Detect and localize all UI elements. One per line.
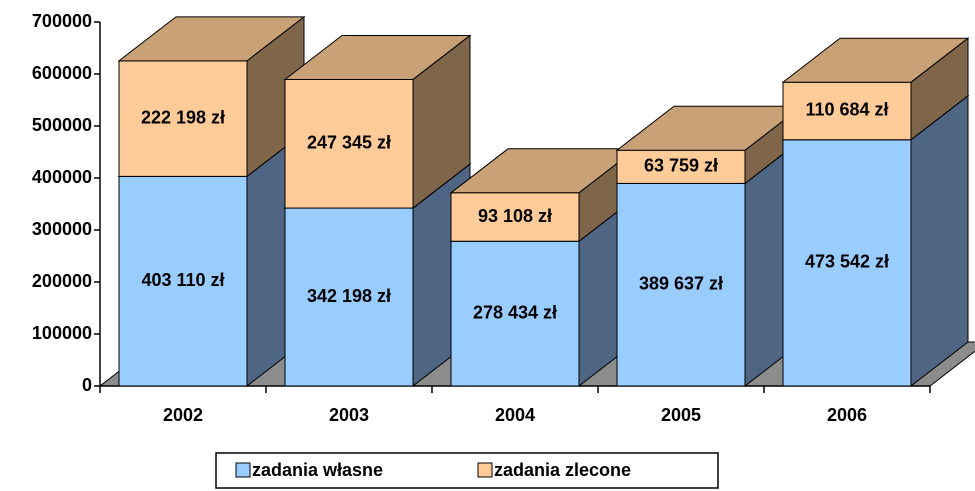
bar [616, 182, 746, 387]
bar-top [117, 16, 306, 62]
bar [782, 81, 912, 141]
y-tick-label: 500000 [32, 115, 92, 135]
bar-top [283, 34, 472, 80]
data-label: 342 198 zł [307, 286, 391, 306]
bar [284, 207, 414, 387]
x-tick-label: 2003 [329, 405, 369, 425]
y-tick-label: 300000 [32, 219, 92, 239]
legend-swatch [235, 462, 251, 478]
data-label: 110 684 zł [805, 100, 888, 120]
data-label: 473 542 zł [805, 252, 889, 272]
data-label: 63 759 zł [644, 156, 718, 176]
bar [118, 175, 248, 387]
x-tick-label: 2002 [163, 405, 203, 425]
legend-label: zadania własne [252, 460, 383, 480]
x-tick-label: 2006 [827, 405, 867, 425]
y-tick-label: 100000 [32, 323, 92, 343]
y-tick-label: 600000 [32, 63, 92, 83]
bar [284, 78, 414, 209]
bar [782, 139, 912, 387]
legend: zadania własne zadania zlecone [215, 452, 719, 489]
bar [450, 240, 580, 387]
x-tick-label: 2004 [495, 405, 535, 425]
data-label: 222 198 zł [141, 107, 225, 127]
data-label: 278 434 zł [473, 302, 557, 322]
data-label: 403 110 zł [141, 270, 224, 290]
y-tick-label: 200000 [32, 271, 92, 291]
x-tick-label: 2005 [661, 405, 701, 425]
bar-side [910, 94, 969, 388]
y-tick-label: 0 [82, 375, 92, 395]
y-tick-label: 400000 [32, 167, 92, 187]
legend-swatch [477, 462, 493, 478]
y-tick-label: 700000 [32, 11, 92, 31]
bar [118, 60, 248, 177]
data-label: 247 345 zł [307, 132, 391, 152]
legend-box [215, 452, 719, 489]
legend-label: zadania zlecone [494, 460, 631, 480]
bar-top [781, 37, 970, 83]
data-label: 389 637 zł [639, 273, 723, 293]
data-label: 93 108 zł [478, 206, 552, 226]
bar [616, 149, 746, 184]
